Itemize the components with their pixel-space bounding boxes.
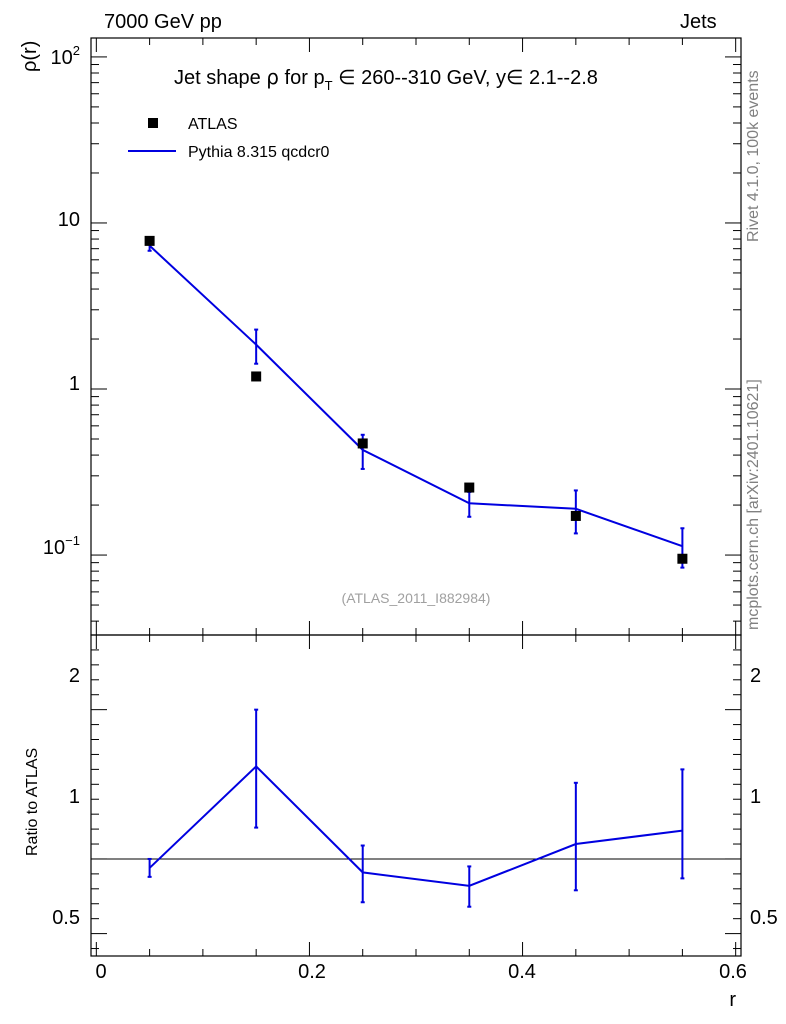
mc-series-line bbox=[148, 244, 683, 548]
legend: ATLAS Pythia 8.315 qcdcr0 bbox=[128, 116, 330, 161]
reference-label: (ATLAS_2011_I882984) bbox=[342, 590, 491, 606]
ratio-axis-ticks bbox=[91, 635, 741, 956]
header-left: 7000 GeV pp bbox=[104, 11, 222, 33]
main-y-axis-label: ρ(r) bbox=[19, 41, 41, 72]
ytick-label-1e-1: 10−1 bbox=[43, 533, 80, 559]
xtick-label-0: 0 bbox=[95, 961, 106, 983]
ratio-error-bars bbox=[147, 708, 685, 908]
ytick-label-1e2: 102 bbox=[51, 43, 80, 69]
main-y-tick-labels: 10−1 1 10 102 bbox=[43, 43, 80, 559]
atlas-data-point bbox=[570, 510, 581, 521]
atlas-data-point bbox=[677, 553, 688, 564]
xtick-label-0.2: 0.2 bbox=[298, 961, 326, 983]
xtick-label-0.4: 0.4 bbox=[508, 961, 536, 983]
ratio-ytick-0.5-left: 0.5 bbox=[52, 907, 80, 929]
ytick-label-1: 1 bbox=[69, 373, 80, 395]
ratio-series-line bbox=[148, 764, 683, 887]
main-axis-ticks bbox=[91, 38, 741, 635]
header-right: Jets bbox=[680, 11, 717, 33]
atlas-data-point bbox=[144, 235, 155, 246]
ratio-ytick-2-right: 2 bbox=[750, 665, 761, 687]
ratio-y-tick-labels-right: 0.5 1 2 bbox=[750, 665, 778, 929]
ratio-y-tick-labels-left: 0.5 1 2 bbox=[52, 665, 80, 929]
x-axis-label: r bbox=[729, 989, 736, 1011]
x-tick-labels: 0 0.2 0.4 0.6 bbox=[95, 961, 746, 983]
chart-title: Jet shape ρ for pT ∈ 260--310 GeV, y∈ 2.… bbox=[174, 65, 598, 93]
legend-label-pythia: Pythia 8.315 qcdcr0 bbox=[188, 144, 330, 161]
ratio-ytick-2-left: 2 bbox=[69, 665, 80, 687]
ytick-label-10: 10 bbox=[58, 209, 80, 231]
legend-label-atlas: ATLAS bbox=[188, 116, 238, 133]
ratio-ytick-1-left: 1 bbox=[69, 786, 80, 808]
atlas-data-points bbox=[144, 235, 688, 564]
xtick-label-0.6: 0.6 bbox=[719, 961, 747, 983]
atlas-data-point bbox=[357, 438, 368, 449]
legend-marker-atlas bbox=[148, 118, 158, 128]
atlas-data-point bbox=[251, 371, 262, 382]
ratio-plot-frame bbox=[90, 634, 742, 957]
atlas-data-point bbox=[464, 482, 475, 493]
ratio-ytick-0.5-right: 0.5 bbox=[750, 907, 778, 929]
ratio-ytick-1-right: 1 bbox=[750, 786, 761, 808]
ratio-y-axis-label: Ratio to ATLAS bbox=[24, 748, 41, 856]
